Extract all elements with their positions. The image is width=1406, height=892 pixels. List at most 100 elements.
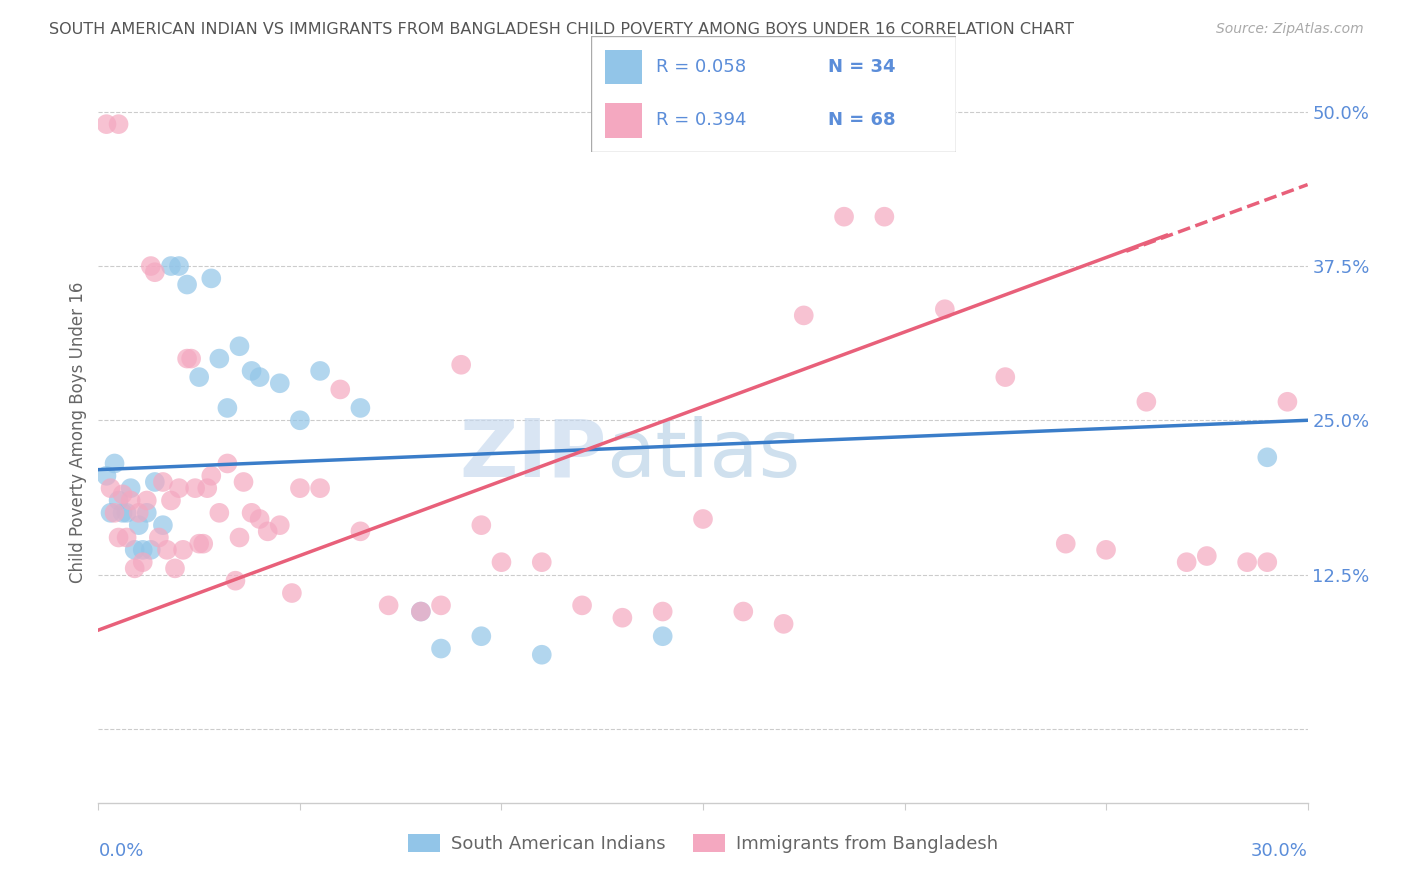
- Point: [1256, 450, 1278, 465]
- Point: [200, 271, 222, 285]
- Point: [309, 481, 332, 495]
- Point: [184, 481, 207, 495]
- Point: [994, 370, 1017, 384]
- Point: [1054, 536, 1077, 550]
- Point: [176, 277, 198, 292]
- Point: [692, 512, 714, 526]
- Point: [651, 629, 673, 643]
- Point: [329, 383, 352, 397]
- Point: [107, 493, 129, 508]
- Point: [132, 555, 155, 569]
- Point: [249, 370, 271, 384]
- Point: [200, 468, 222, 483]
- Point: [208, 351, 231, 366]
- Point: [309, 364, 332, 378]
- Point: [228, 339, 250, 353]
- Point: [934, 302, 956, 317]
- Point: [470, 518, 492, 533]
- Point: [256, 524, 278, 539]
- Point: [1095, 542, 1118, 557]
- Point: [124, 561, 146, 575]
- Point: [249, 512, 271, 526]
- Point: [430, 641, 453, 656]
- Point: [132, 542, 155, 557]
- Point: [96, 117, 118, 131]
- Point: [832, 210, 855, 224]
- Point: [530, 648, 553, 662]
- Point: [148, 531, 170, 545]
- Point: [128, 506, 150, 520]
- Point: [103, 457, 125, 471]
- Point: [793, 309, 815, 323]
- Point: [269, 518, 291, 533]
- Point: [217, 457, 239, 471]
- Bar: [605, 103, 641, 137]
- Point: [111, 487, 134, 501]
- Point: [288, 481, 311, 495]
- Text: N = 34: N = 34: [828, 58, 896, 76]
- Point: [281, 586, 304, 600]
- Point: [143, 265, 166, 279]
- Point: [163, 561, 186, 575]
- Point: [180, 351, 202, 366]
- Point: [172, 542, 194, 557]
- Point: [107, 117, 129, 131]
- Point: [228, 531, 250, 545]
- Text: R = 0.394: R = 0.394: [657, 112, 747, 129]
- Point: [152, 475, 174, 489]
- Text: atlas: atlas: [606, 416, 800, 494]
- Point: [152, 518, 174, 533]
- Point: [143, 475, 166, 489]
- Point: [571, 599, 593, 613]
- Point: [612, 611, 634, 625]
- Point: [530, 555, 553, 569]
- Point: [103, 506, 125, 520]
- Point: [120, 493, 142, 508]
- Point: [139, 259, 162, 273]
- Point: [450, 358, 472, 372]
- Point: [1277, 394, 1299, 409]
- Point: [733, 605, 755, 619]
- Point: [232, 475, 254, 489]
- Point: [208, 506, 231, 520]
- Point: [139, 542, 162, 557]
- Point: [491, 555, 513, 569]
- Point: [288, 413, 311, 427]
- Point: [224, 574, 246, 588]
- Point: [651, 605, 673, 619]
- Point: [217, 401, 239, 415]
- Point: [176, 351, 198, 366]
- Point: [120, 481, 142, 495]
- Text: R = 0.058: R = 0.058: [657, 58, 747, 76]
- Point: [873, 210, 896, 224]
- Y-axis label: Child Poverty Among Boys Under 16: Child Poverty Among Boys Under 16: [69, 282, 87, 583]
- Point: [1175, 555, 1198, 569]
- Point: [167, 259, 190, 273]
- Point: [128, 518, 150, 533]
- Point: [240, 364, 263, 378]
- Text: 30.0%: 30.0%: [1251, 842, 1308, 860]
- Point: [160, 493, 183, 508]
- Point: [240, 506, 263, 520]
- Point: [349, 401, 371, 415]
- Point: [135, 506, 157, 520]
- Point: [111, 506, 134, 520]
- Point: [188, 370, 211, 384]
- Point: [135, 493, 157, 508]
- Text: SOUTH AMERICAN INDIAN VS IMMIGRANTS FROM BANGLADESH CHILD POVERTY AMONG BOYS UND: SOUTH AMERICAN INDIAN VS IMMIGRANTS FROM…: [49, 22, 1074, 37]
- Point: [160, 259, 183, 273]
- Point: [96, 468, 118, 483]
- Point: [430, 599, 453, 613]
- Text: Source: ZipAtlas.com: Source: ZipAtlas.com: [1216, 22, 1364, 37]
- Point: [188, 536, 211, 550]
- Point: [100, 506, 122, 520]
- Point: [409, 605, 432, 619]
- Point: [156, 542, 179, 557]
- Point: [107, 531, 129, 545]
- Bar: [605, 50, 641, 85]
- Point: [115, 506, 138, 520]
- Point: [349, 524, 371, 539]
- Text: 0.0%: 0.0%: [98, 842, 143, 860]
- Point: [100, 481, 122, 495]
- Text: N = 68: N = 68: [828, 112, 896, 129]
